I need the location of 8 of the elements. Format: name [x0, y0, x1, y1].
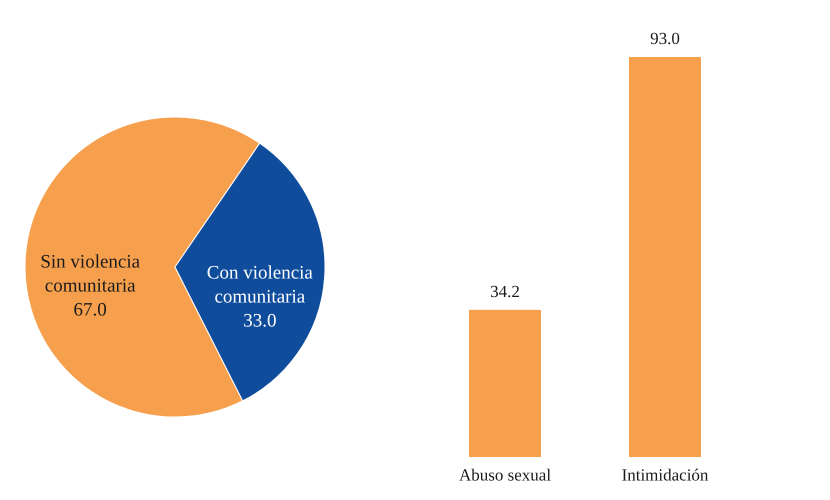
- slice-label: Con violencia comunitaria: [206, 262, 314, 308]
- slice-label: Sin violencia comunitaria: [40, 251, 141, 296]
- data-label: 93.0: [650, 29, 680, 48]
- data-label: 67.0: [74, 299, 107, 320]
- x-tick-label: Intimidación: [622, 466, 709, 484]
- x-tick-label: Abuso sexual: [458, 466, 552, 484]
- data-label: 33.0: [243, 310, 276, 332]
- data-label: 34.2: [490, 282, 520, 301]
